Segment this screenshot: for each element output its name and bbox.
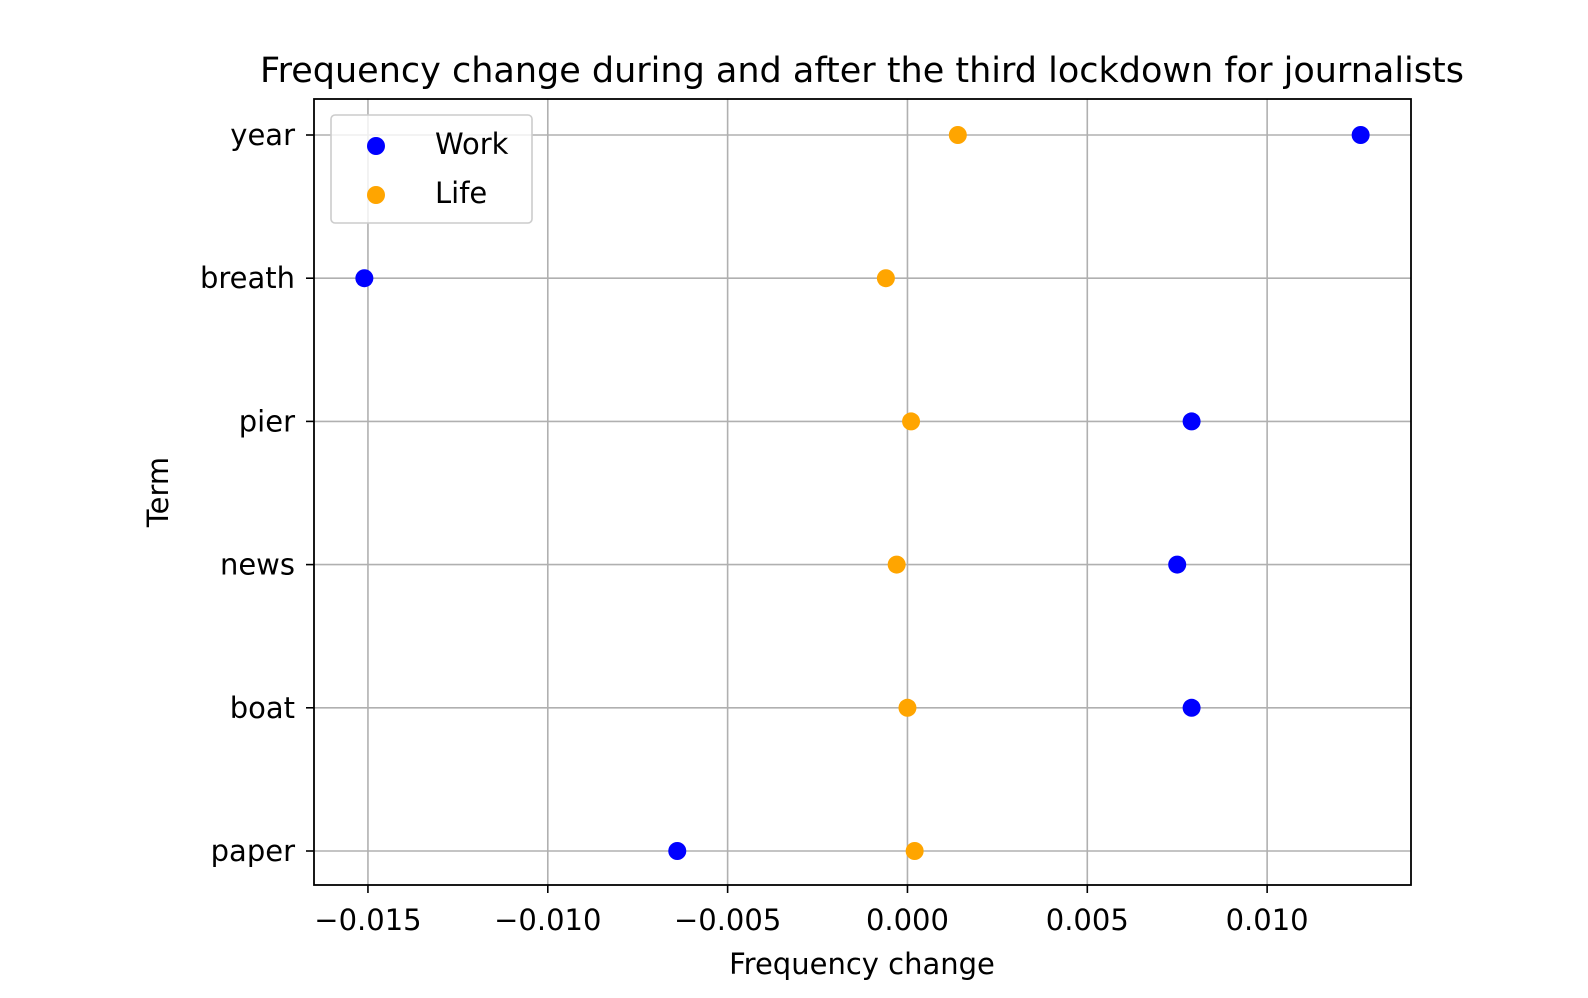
x-axis-title: Frequency change: [729, 947, 995, 981]
point-life-paper: [905, 842, 924, 860]
y-tick-label: boat: [230, 691, 295, 725]
legend-label-work: Work: [435, 127, 509, 161]
legend-marker-life: [367, 186, 385, 204]
series-layer: [355, 126, 1370, 860]
point-work-news: [1168, 555, 1187, 574]
x-tick-label: 0.005: [1046, 903, 1129, 937]
y-tick-label: news: [220, 548, 295, 582]
y-tick-label: breath: [200, 261, 295, 295]
point-life-pier: [902, 412, 921, 431]
y-tick-label: pier: [239, 404, 295, 438]
point-life-year: [948, 126, 967, 144]
point-work-boat: [1182, 698, 1201, 717]
plot-frame: [313, 98, 1412, 886]
y-axis-title: Term: [141, 457, 175, 528]
x-tick-label: −0.005: [674, 903, 781, 937]
y-axis: paper boat news pier breath year: [200, 118, 314, 868]
x-tick-label: −0.010: [494, 903, 601, 937]
x-tick-label: −0.015: [314, 903, 421, 937]
series-life: [876, 126, 967, 860]
x-axis: −0.015 −0.010 −0.005 0.000 0.005 0.010: [314, 885, 1309, 937]
legend-marker-work: [367, 137, 385, 155]
point-work-breath: [355, 269, 374, 288]
point-life-news: [887, 555, 906, 574]
point-life-boat: [898, 698, 917, 717]
chart-title: Frequency change during and after the th…: [260, 51, 1464, 91]
y-tick-label: paper: [211, 834, 295, 868]
x-tick-label: 0.000: [866, 903, 949, 937]
point-work-pier: [1182, 412, 1201, 431]
point-work-year: [1351, 126, 1370, 144]
legend-label-life: Life: [435, 176, 487, 210]
point-life-breath: [876, 269, 895, 288]
legend: Work Life: [330, 114, 533, 224]
point-work-paper: [668, 842, 687, 860]
y-tick-label: year: [230, 118, 295, 152]
x-tick-label: 0.010: [1226, 903, 1309, 937]
series-work: [355, 126, 1370, 860]
